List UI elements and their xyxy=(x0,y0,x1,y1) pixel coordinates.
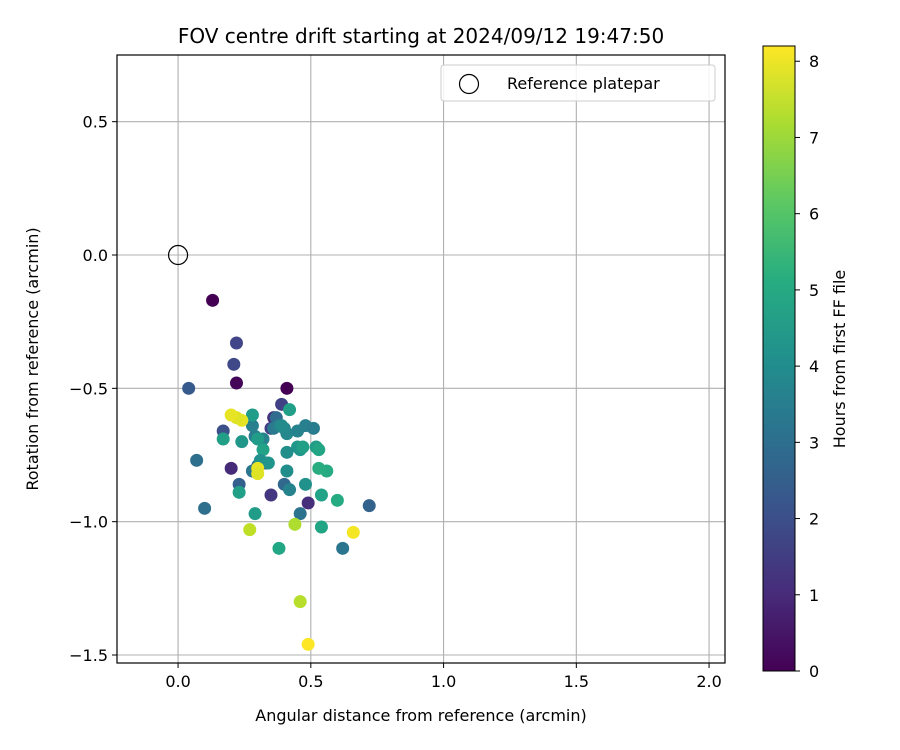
x-axis: 0.0 0.5 1.0 1.5 2.0 xyxy=(165,663,722,691)
data-point xyxy=(224,408,238,422)
colorbar-tick-label: 5 xyxy=(809,281,819,300)
colorbar-gradient xyxy=(762,45,796,672)
data-point xyxy=(229,336,243,350)
colorbar-tick-label: 4 xyxy=(809,357,819,376)
x-tick-label: 0.0 xyxy=(165,672,190,691)
grid-lines xyxy=(117,55,725,663)
colorbar-tick-label: 6 xyxy=(809,205,819,224)
x-tick-label: 2.0 xyxy=(696,672,721,691)
plot-frame xyxy=(116,54,726,664)
y-tick-label: 0.0 xyxy=(83,246,108,265)
y-axis: 0.5 0.0 −0.5 −1.0 −1.5 xyxy=(69,113,117,665)
data-point xyxy=(299,477,313,491)
legend: Reference platepar xyxy=(440,64,716,102)
data-point xyxy=(336,541,350,555)
data-point xyxy=(346,525,360,539)
data-point xyxy=(283,403,297,417)
colorbar-tick-label: 1 xyxy=(809,586,819,605)
data-point xyxy=(306,421,320,435)
data-point xyxy=(251,467,265,481)
x-tick-label: 1.0 xyxy=(431,672,456,691)
x-tick-label: 1.5 xyxy=(564,672,589,691)
data-point xyxy=(330,493,344,507)
data-point xyxy=(362,499,376,513)
y-axis-label: Rotation from reference (arcmin) xyxy=(23,227,42,490)
data-point xyxy=(224,461,238,475)
data-points xyxy=(182,293,376,651)
data-point xyxy=(251,432,265,446)
colorbar-tick-label: 7 xyxy=(809,128,819,147)
data-point xyxy=(275,419,289,433)
data-point xyxy=(198,501,212,515)
data-point xyxy=(261,456,275,470)
data-point xyxy=(293,507,307,521)
data-point xyxy=(301,496,315,510)
data-point xyxy=(227,357,241,371)
colorbar: 0 1 2 3 4 5 6 7 8 Hours from first FF file xyxy=(762,45,849,681)
data-point xyxy=(245,408,259,422)
data-point xyxy=(314,520,328,534)
colorbar-tick-label: 0 xyxy=(809,662,819,681)
legend-box xyxy=(440,64,716,102)
colorbar-label: Hours from first FF file xyxy=(830,270,849,449)
y-tick-label: 0.5 xyxy=(83,113,108,132)
data-point xyxy=(283,483,297,497)
data-point xyxy=(190,453,204,467)
data-point xyxy=(235,435,249,449)
data-point xyxy=(229,376,243,390)
data-point xyxy=(312,443,326,457)
data-point xyxy=(296,440,310,454)
data-point xyxy=(293,595,307,609)
colorbar-tick-label: 2 xyxy=(809,510,819,529)
data-point xyxy=(216,432,230,446)
data-point xyxy=(182,381,196,395)
data-point xyxy=(280,445,294,459)
y-tick-label: −1.0 xyxy=(69,513,108,532)
data-point xyxy=(272,541,286,555)
colorbar-tick-label: 8 xyxy=(809,52,819,71)
reference-platepar-marker xyxy=(167,244,189,266)
data-point xyxy=(245,419,259,433)
data-point xyxy=(312,461,326,475)
data-point xyxy=(243,523,257,537)
colorbar-ticks: 0 1 2 3 4 5 6 7 8 xyxy=(795,52,819,681)
data-point xyxy=(301,637,315,651)
data-point xyxy=(288,517,302,531)
data-point xyxy=(280,381,294,395)
data-point xyxy=(314,488,328,502)
y-tick-label: −1.5 xyxy=(69,646,108,665)
data-point xyxy=(264,488,278,502)
data-point xyxy=(206,293,220,307)
legend-label: Reference platepar xyxy=(507,74,660,93)
chart-title: FOV centre drift starting at 2024/09/12 … xyxy=(178,24,664,48)
legend-reference-marker xyxy=(458,73,480,95)
colorbar-tick-label: 3 xyxy=(809,433,819,452)
data-point xyxy=(256,443,270,457)
x-tick-label: 0.5 xyxy=(298,672,323,691)
y-tick-label: −0.5 xyxy=(69,379,108,398)
data-point xyxy=(280,464,294,478)
data-point xyxy=(232,485,246,499)
data-point xyxy=(248,507,262,521)
x-axis-label: Angular distance from reference (arcmin) xyxy=(255,706,586,725)
